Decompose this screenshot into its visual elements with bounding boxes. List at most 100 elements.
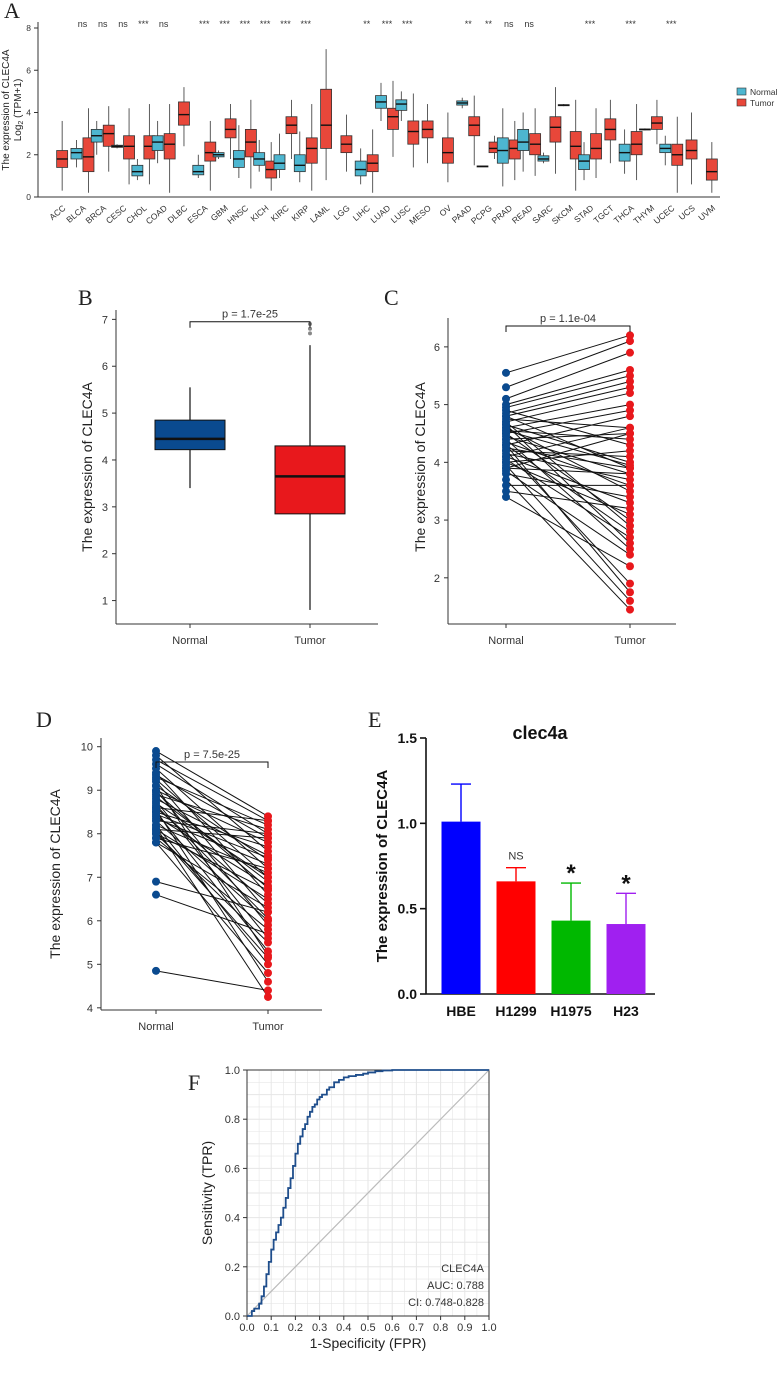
significance-label: *** [280, 19, 291, 29]
tumor-point [264, 864, 272, 873]
pair-line [155, 789, 269, 843]
tumor-BLCA-box [82, 137, 95, 173]
tumor-point [264, 914, 272, 923]
y-tick-label: 0.2 [225, 1262, 240, 1274]
pair-line [505, 427, 631, 458]
panel-letter-f: F [188, 1070, 200, 1095]
x-tick-label: ESCA [185, 203, 209, 226]
panel-letter-c: C [384, 285, 399, 310]
tumor-point [264, 842, 272, 851]
x-tick-label: PCPG [469, 203, 494, 226]
pair-line [505, 430, 631, 466]
tumor-STAD-box [590, 133, 602, 160]
p-bracket [155, 761, 269, 768]
pair-line [505, 340, 631, 388]
pair-line [505, 415, 631, 446]
significance-label: *** [585, 19, 596, 29]
bar-HBE [441, 821, 481, 994]
significance-label: *** [260, 19, 271, 29]
x-tick-label: 0.8 [433, 1322, 448, 1334]
y-axis-label-line1: The expression of CLEC4A [1, 49, 12, 171]
normal-point [502, 475, 510, 484]
pair-line [505, 432, 631, 469]
tumor-point [264, 853, 272, 862]
pair-line [155, 759, 269, 822]
tumor-point [626, 492, 634, 501]
box-Tumor [274, 445, 346, 515]
significance-label: ** [465, 19, 473, 29]
x-tick-label: KICH [248, 203, 270, 224]
tumor-point [626, 412, 634, 421]
tumor-DLBC-box [178, 101, 190, 126]
x-tick-label: Normal [488, 635, 523, 647]
tumor-THCA-box [630, 131, 643, 156]
pair-line [505, 435, 631, 475]
tumor-point [626, 461, 634, 470]
pair-line [155, 970, 269, 991]
tumor-COAD-box [163, 133, 176, 160]
pair-line [505, 490, 631, 510]
pair-line [155, 894, 269, 935]
normal-point [502, 426, 510, 435]
normal-point [502, 441, 510, 450]
tumor-PAAD-box [468, 116, 481, 137]
significance-label: ns [118, 19, 128, 29]
x-tick-label: TGCT [591, 203, 615, 226]
x-tick-label: H1299 [495, 1003, 536, 1019]
normal-point [502, 487, 510, 496]
pair-line [155, 789, 269, 926]
tumor-GBM-box [224, 118, 237, 139]
significance-label: ** [363, 19, 371, 29]
p-value-label: p = 7.5e-25 [184, 749, 240, 761]
y-tick-label: 6 [26, 65, 31, 75]
y-tick-label: 10 [81, 742, 93, 754]
normal-point [152, 823, 160, 832]
pair-line [505, 496, 631, 567]
y-axis-label-line2: Log2 (TPM+1) [13, 79, 25, 142]
pair-line [155, 781, 269, 913]
pair-line [505, 453, 631, 481]
x-tick-label: 0.9 [457, 1322, 472, 1334]
y-tick-label: 8 [87, 829, 93, 841]
tumor-LUSC-box [407, 120, 420, 145]
x-tick-label: CESC [104, 203, 129, 226]
tumor-point [626, 533, 634, 542]
tumor-point [626, 516, 634, 525]
y-tick-label: 7 [87, 872, 93, 884]
x-axis-label: 1-Specificity (FPR) [310, 1335, 427, 1351]
tumor-point [626, 423, 634, 432]
tumor-point [626, 441, 634, 450]
tumor-point [264, 908, 272, 917]
tumor-point [626, 406, 634, 415]
tumor-point [626, 371, 634, 380]
x-tick-label: THCA [612, 203, 636, 226]
x-tick-label: Tumor [294, 635, 326, 647]
normal-CHOL-box [131, 164, 144, 177]
diagonal-reference-line [246, 1069, 490, 1317]
tumor-point [626, 510, 634, 519]
tumor-point [264, 969, 272, 978]
pair-line [155, 809, 269, 982]
x-tick-label: READ [510, 203, 535, 226]
x-tick-label: SARC [530, 203, 555, 226]
panel-letter-e: E [368, 707, 381, 732]
pair-line [155, 785, 269, 956]
x-tick-label: LUAD [368, 203, 392, 225]
legend-swatch-normal [736, 87, 747, 96]
bar-H23 [606, 924, 646, 994]
pair-line [155, 826, 269, 998]
tumor-point [626, 446, 634, 455]
pair-line [155, 805, 269, 919]
y-tick-label: 1.5 [398, 730, 418, 746]
p-value-label: p = 1.7e-25 [222, 309, 278, 321]
tumor-point [626, 579, 634, 588]
legend-swatch-tumor [736, 98, 747, 107]
x-tick-label: 0.4 [336, 1322, 351, 1334]
pair-line [505, 421, 631, 527]
y-tick-label: 9 [87, 785, 93, 797]
tumor-UCS-box [685, 139, 698, 160]
pair-line [505, 369, 631, 406]
tumor-point [626, 596, 634, 605]
x-tick-label: STAD [572, 203, 595, 225]
significance-label: *** [666, 19, 677, 29]
